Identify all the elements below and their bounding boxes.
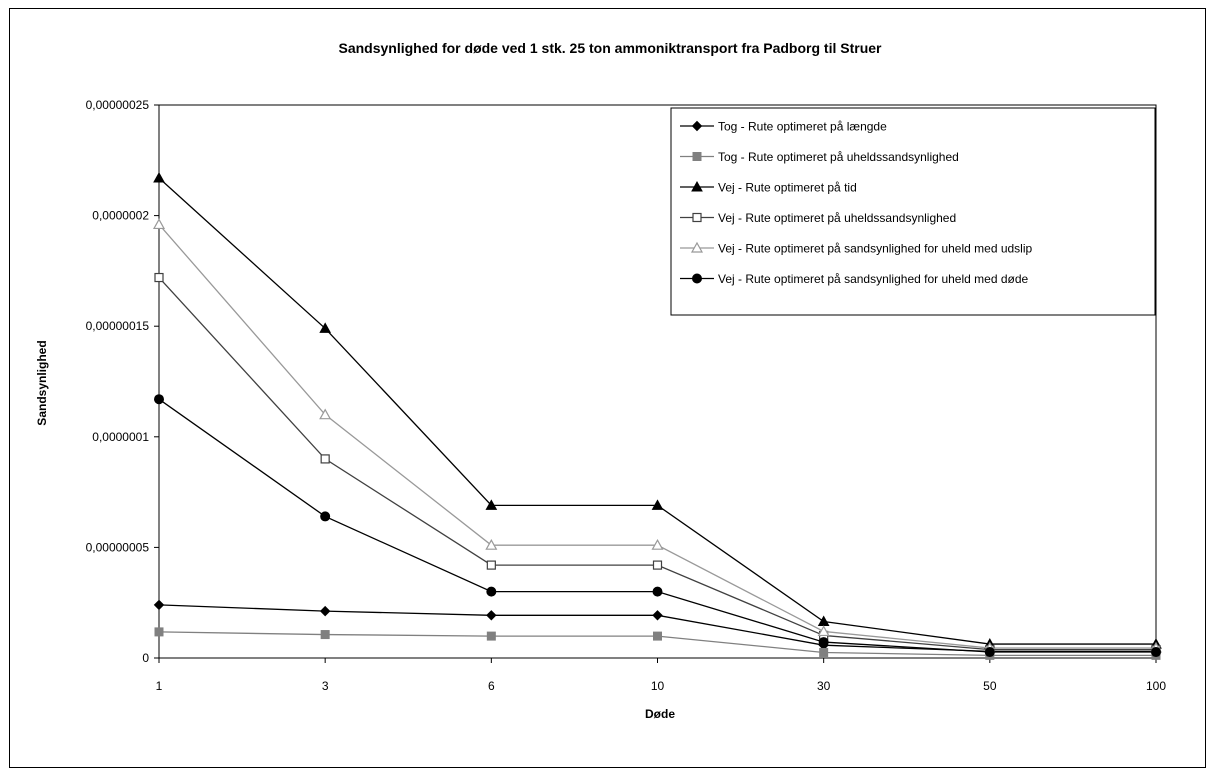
series-5-point [817,625,830,637]
y-tick-label: 0,0000001 [92,430,149,444]
x-tick-label: 50 [983,679,997,693]
series-5-point [485,538,498,550]
legend-marker-5 [690,241,704,253]
y-tick-label: 0,0000002 [92,209,149,223]
series-5-point [651,538,664,550]
series-4-point [652,560,663,570]
x-tick-label: 6 [488,679,495,693]
legend-label-4: Vej - Rute optimeret på uheldssandsynlig… [718,211,956,225]
series-3-point [485,499,498,510]
plot-area: 0 0,00000005 0,0000001 0,00000015 0,0000002 0… [86,98,1167,693]
legend-marker-1 [691,120,703,132]
y-tick-label: 0,00000015 [86,319,150,333]
series-6-point [818,637,829,648]
series-4-point [486,560,496,570]
x-tick-label: 100 [1146,679,1166,693]
legend-label-2: Tog - Rute optimeret på uheldssandsynlig… [718,150,959,164]
series-2-point [486,631,496,641]
y-axis-title: Sandsynlighed [35,340,49,425]
legend-marker-4 [692,212,702,223]
x-tick-label: 30 [817,679,831,693]
series-2-point [653,631,662,641]
legend: Tog - Rute optimeret på længde Tog - Rute… [670,107,1156,316]
x-tick-label: 3 [322,679,329,693]
series-1-point [486,610,497,621]
series-2-point [320,630,330,640]
series-4-point [154,272,164,283]
series-3-point [817,615,830,627]
chart-title: Sandsynlighed for døde ved 1 stk. 25 ton… [339,40,883,56]
legend-marker-6 [692,273,702,284]
legend-label-3: Vej - Rute optimeret på tid [718,181,857,195]
series-1-point [652,610,663,621]
legend-label-6: Vej - Rute optimeret på sandsynlighed fo… [718,272,1029,286]
legend-box [670,107,1156,316]
x-tick-label: 10 [651,679,665,693]
y-tick-label: 0 [142,651,149,665]
x-tick-label: 1 [156,679,163,693]
legend-label-1: Tog - Rute optimeret på længde [718,120,887,134]
series-6-point [1151,647,1161,658]
series-1-point [319,605,331,617]
series-3-point [319,322,332,333]
legend-marker-2 [692,152,702,161]
series-5-point [319,408,332,420]
series-2-point [819,647,829,657]
legend-label-5: Vej - Rute optimeret på sandsynlighed fo… [718,242,1033,256]
series-6-point [984,647,995,658]
series-3-point [153,171,165,183]
series-6-point [486,586,497,597]
y-tick-label: 0,00000025 [86,98,150,112]
series-6-point [652,586,663,597]
x-axis-title: Døde [645,707,675,721]
series-4-point [320,454,330,464]
series-2-point [154,627,164,637]
y-tick-label: 0,00000005 [86,540,150,554]
series-6-point [320,511,331,522]
legend-marker-3 [691,180,703,192]
series-5-point [152,218,166,230]
series-3-point [651,499,664,510]
series-1-point [153,599,165,611]
series-6-point [154,394,164,405]
